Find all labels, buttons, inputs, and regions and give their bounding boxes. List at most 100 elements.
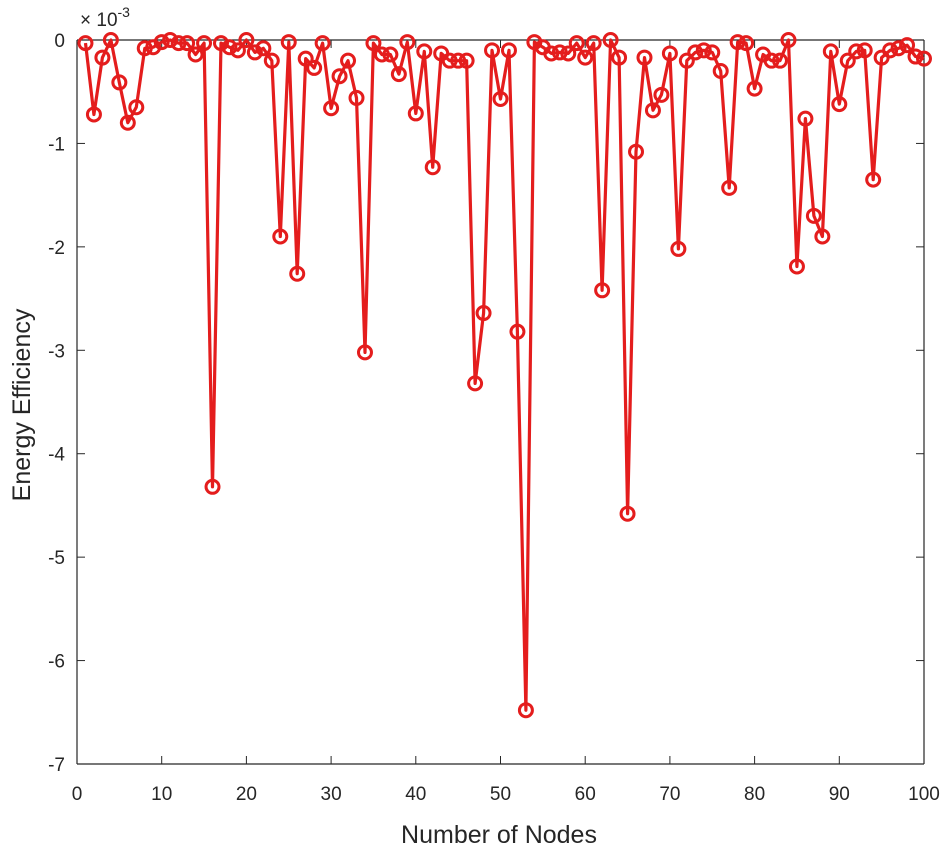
data-point-marker: [882, 42, 899, 59]
data-point-marker: [865, 171, 882, 188]
data-point-marker: [763, 52, 780, 69]
data-point-marker: [517, 702, 534, 719]
data-point-marker: [856, 42, 873, 59]
x-tick-label: 10: [151, 784, 172, 805]
data-point-marker: [458, 52, 475, 69]
data-point-marker: [196, 35, 213, 52]
data-point-marker: [407, 105, 424, 122]
data-point-marker: [229, 42, 246, 59]
data-point-marker: [424, 159, 441, 176]
x-axis-title: Number of Nodes: [401, 821, 597, 849]
data-point-marker: [314, 35, 331, 52]
data-point-marker: [179, 35, 196, 52]
data-point-marker: [399, 34, 416, 51]
data-point-marker: [602, 32, 619, 48]
data-point-marker: [280, 34, 297, 51]
data-point-marker: [611, 49, 628, 66]
x-tick-label: 50: [490, 784, 511, 805]
data-point-marker: [509, 323, 526, 340]
x-tick-label: 80: [744, 784, 765, 805]
x-tick-label: 100: [908, 784, 940, 805]
y-exponent-power: -3: [118, 4, 131, 20]
data-point-marker: [323, 100, 340, 117]
data-point-marker: [484, 42, 501, 59]
data-point-marker: [153, 34, 170, 51]
data-point-marker: [577, 49, 594, 66]
data-point-marker: [678, 52, 695, 69]
data-point-marker: [738, 35, 755, 52]
data-point-marker: [348, 89, 365, 106]
x-tick-label: 0: [72, 784, 83, 805]
data-point-marker: [306, 59, 323, 76]
data-point-marker: [187, 46, 204, 63]
data-point-marker: [475, 305, 492, 322]
data-point-marker: [102, 32, 119, 48]
data-point-marker: [356, 344, 373, 361]
x-tick-label: 90: [829, 784, 850, 805]
data-point-marker: [594, 282, 611, 299]
data-point-marker: [543, 45, 560, 62]
series-line: [83, 38, 925, 712]
data-point-marker: [450, 52, 467, 69]
data-point-marker: [636, 49, 653, 66]
data-point-marker: [246, 44, 263, 61]
data-point-marker: [628, 143, 645, 160]
data-point-marker: [746, 80, 763, 97]
data-point-marker: [890, 40, 907, 57]
data-point-marker: [568, 35, 585, 52]
axes-frame: [76, 39, 925, 765]
y-tick-label: 0: [54, 31, 65, 52]
data-point-marker: [111, 74, 128, 91]
data-point-marker: [289, 265, 306, 282]
data-point-marker: [94, 49, 111, 66]
data-point-marker: [297, 50, 314, 67]
y-tick-label: -7: [48, 755, 65, 776]
data-point-marker: [467, 375, 484, 392]
data-point-marker: [238, 32, 255, 48]
y-exponent-label: × 10-3: [80, 4, 130, 31]
data-point-marker: [712, 63, 729, 80]
data-point-marker: [560, 45, 577, 62]
data-point-marker: [695, 42, 712, 59]
data-point-marker: [797, 110, 814, 127]
data-point-marker: [340, 52, 357, 69]
data-point-marker: [170, 35, 187, 52]
data-point-marker: [272, 228, 289, 245]
x-tick-label: 60: [575, 784, 596, 805]
data-point-marker: [619, 505, 636, 522]
y-tick-label: -3: [48, 341, 65, 362]
data-point-marker: [551, 44, 568, 61]
data-point-marker: [221, 39, 238, 56]
data-point-marker: [441, 52, 458, 69]
data-point-marker: [85, 106, 102, 123]
data-point-marker: [907, 48, 924, 65]
data-point-marker: [128, 99, 145, 116]
data-point-marker: [373, 46, 390, 63]
data-point-marker: [492, 90, 509, 107]
data-point-marker: [916, 50, 932, 67]
x-tick-label: 30: [321, 784, 342, 805]
data-point-marker: [822, 43, 839, 60]
data-point-marker: [416, 43, 433, 60]
data-point-marker: [653, 86, 670, 103]
x-tick-label: 70: [659, 784, 680, 805]
data-point-marker: [255, 40, 272, 57]
data-point-marker: [500, 42, 517, 59]
data-point-marker: [704, 44, 721, 61]
data-point-marker: [390, 66, 407, 83]
data-point-marker: [331, 68, 348, 85]
data-point-marker: [644, 102, 661, 119]
data-point-marker: [212, 35, 229, 52]
data-point-marker: [77, 35, 94, 52]
y-tick-label: -1: [48, 134, 65, 155]
data-point-marker: [204, 478, 221, 495]
x-tick-label: 40: [405, 784, 426, 805]
y-tick-label: -4: [48, 445, 65, 466]
data-point-marker: [263, 52, 280, 69]
data-point-marker: [670, 240, 687, 257]
y-tick-label: -2: [48, 238, 65, 259]
data-point-marker: [136, 40, 153, 57]
y-tick-label: -6: [48, 652, 65, 673]
y-exponent-base: × 10: [80, 10, 118, 31]
